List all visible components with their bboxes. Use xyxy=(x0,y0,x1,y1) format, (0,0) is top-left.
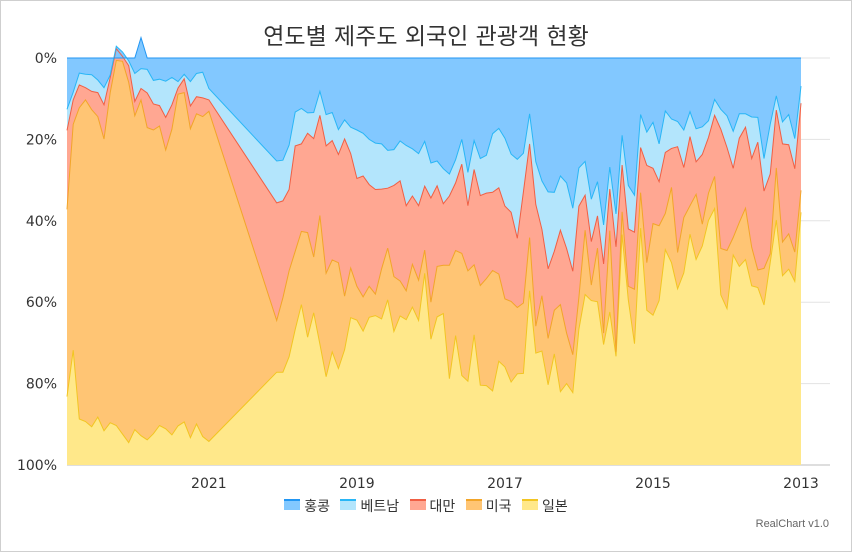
legend-label: 대만 xyxy=(429,499,456,515)
y-tick-label: 0% xyxy=(35,51,57,67)
x-axis: 2021 2019 2017 2015 2013 xyxy=(191,476,819,492)
legend-swatch-japan xyxy=(521,499,538,510)
line-베트남 xyxy=(66,45,802,225)
legend-swatch-taiwan xyxy=(409,499,426,510)
y-axis: 0% 20% 40% 60% 80% 100% xyxy=(17,51,57,474)
legend-label: 일본 xyxy=(541,499,568,515)
y-tick-label: 60% xyxy=(26,295,57,311)
legend-item-hongkong[interactable]: 홍콩 xyxy=(284,496,330,516)
legend-label: 홍콩 xyxy=(304,499,330,515)
y-tick-label: 80% xyxy=(26,377,57,393)
area-베트남 xyxy=(67,46,801,272)
legend-item-japan[interactable]: 일본 xyxy=(521,496,568,516)
legend-item-taiwan[interactable]: 대만 xyxy=(409,496,456,516)
x-tick-label: 2013 xyxy=(783,476,819,492)
line-일본 xyxy=(66,206,802,444)
legend: 홍콩 베트남 대만 미국 일본 xyxy=(0,496,852,516)
credit-text: RealChart v1.0 xyxy=(755,518,829,530)
y-tick-label: 100% xyxy=(17,458,57,474)
chart-title: 연도별 제주도 외국인 관광객 현황 xyxy=(263,24,589,50)
series-lines xyxy=(66,35,802,444)
legend-swatch-hongkong xyxy=(284,499,301,510)
y-tick-label: 40% xyxy=(26,214,57,230)
x-tick-label: 2015 xyxy=(635,476,671,492)
legend-label: 미국 xyxy=(485,499,512,515)
x-tick-label: 2021 xyxy=(191,476,227,492)
area-일본 xyxy=(67,208,801,465)
legend-label: 베트남 xyxy=(360,499,400,515)
x-tick-label: 2017 xyxy=(487,476,523,492)
area-미국 xyxy=(67,60,801,443)
legend-swatch-vietnam xyxy=(340,499,357,510)
legend-swatch-usa xyxy=(465,499,482,510)
y-tick-label: 20% xyxy=(26,132,57,148)
area-대만 xyxy=(67,48,801,355)
area-홍콩 xyxy=(67,37,801,225)
legend-item-usa[interactable]: 미국 xyxy=(465,496,512,516)
line-홍콩 xyxy=(67,35,801,59)
stacked-areas xyxy=(67,37,801,465)
legend-item-vietnam[interactable]: 베트남 xyxy=(340,496,399,516)
line-미국 xyxy=(66,59,802,355)
line-대만 xyxy=(66,47,802,272)
x-tick-label: 2019 xyxy=(339,476,375,492)
